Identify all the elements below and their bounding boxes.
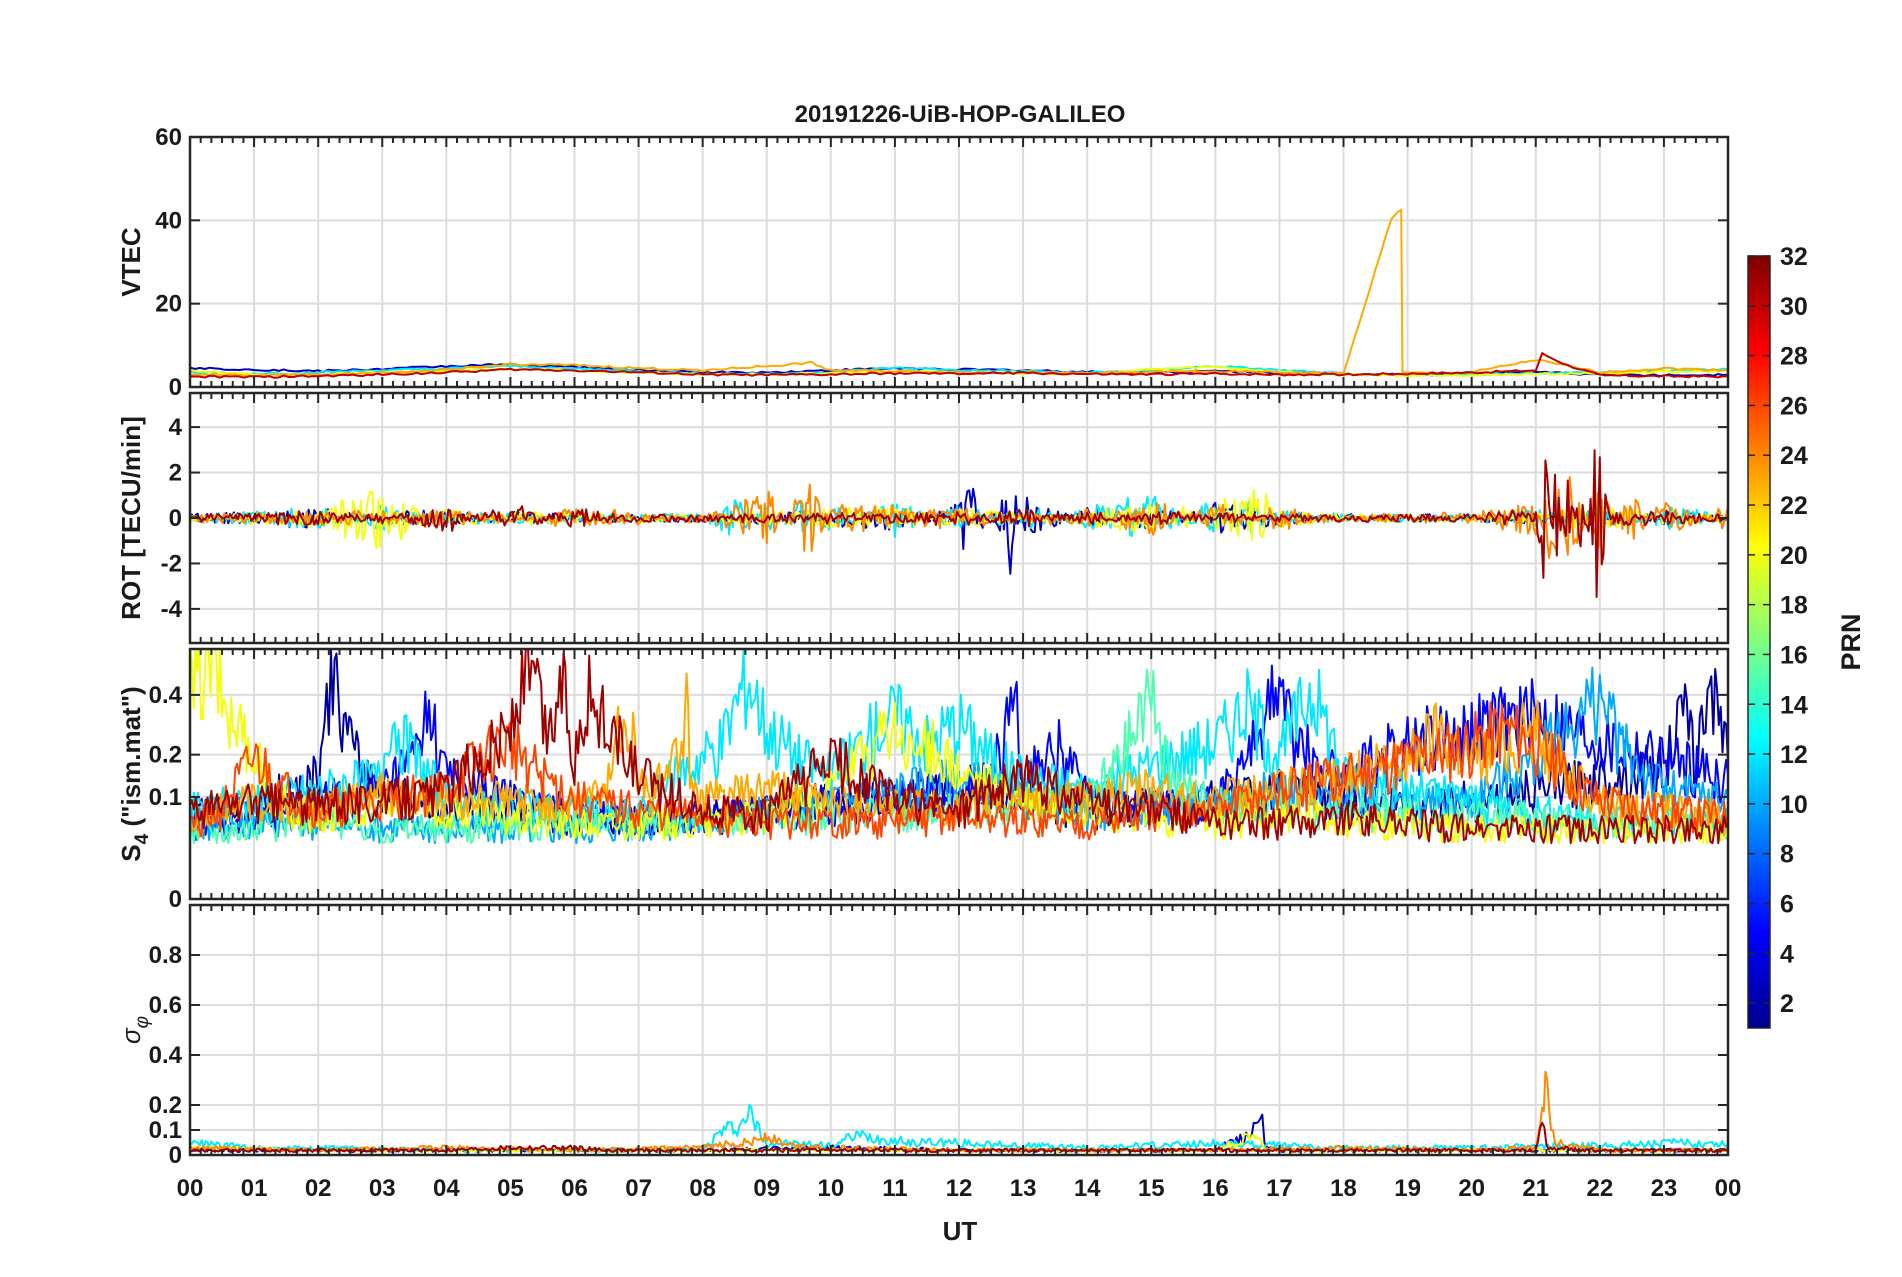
x-tick-label: 12	[946, 1175, 973, 1202]
x-tick-label: 00	[1715, 1175, 1742, 1202]
y-axis-label-vtec: VTEC	[116, 227, 146, 297]
series-group-rot	[190, 449, 1728, 598]
colorbar-tick-label: 4	[1780, 940, 1794, 968]
x-tick-label: 22	[1586, 1175, 1613, 1202]
panel-sigma_phi: 00.10.2 0.4 0.6 0.8 σφ	[116, 903, 1730, 1169]
y-tick-label: 0.4	[149, 682, 183, 709]
chart-title: 20191226-UiB-HOP-GALILEO	[795, 101, 1126, 128]
y-axis-label-rot: ROT [TECU/min]	[116, 416, 146, 620]
colorbar-tick-label: 30	[1780, 293, 1808, 321]
x-ticks-s4	[189, 649, 1729, 899]
colorbar-tick-label: 22	[1780, 492, 1808, 520]
x-tick-label: 23	[1651, 1175, 1678, 1202]
y-tick-label: 0.2	[149, 1092, 182, 1119]
y-axis-label-sigma_phi: σφ	[116, 1016, 153, 1044]
x-tick-label: 13	[1010, 1175, 1037, 1202]
x-ticks-vtec	[189, 137, 1729, 387]
y-tick-label: 0.4	[149, 1042, 183, 1069]
y-tick-label: 60	[155, 124, 182, 151]
x-tick-label: 18	[1330, 1175, 1357, 1202]
x-tick-label: 10	[817, 1175, 844, 1202]
colorbar-tick-label: 20	[1780, 542, 1808, 570]
x-tick-label: 15	[1138, 1175, 1165, 1202]
grid-vtec	[190, 137, 1728, 387]
series-line-prn-20	[190, 649, 1728, 845]
colorbar-tick-label: 26	[1780, 392, 1808, 420]
series-group-s4	[190, 649, 1728, 845]
colorbar-tick-label: 10	[1780, 791, 1808, 819]
x-axis-label: UT	[943, 1216, 978, 1246]
colorbar-tick-label: 28	[1780, 343, 1808, 371]
x-tick-label: 01	[241, 1175, 268, 1202]
y-tick-label: -2	[161, 550, 182, 577]
x-tick-label: 03	[369, 1175, 396, 1202]
x-tick-label: 09	[753, 1175, 780, 1202]
x-tick-label: 14	[1074, 1175, 1101, 1202]
panel-s4: 0 0.1 0.2 0.4S4 ("ism.mat")	[116, 647, 1730, 913]
y-tick-label: 0	[169, 374, 182, 401]
colorbar-tick-label: 24	[1780, 442, 1808, 470]
y-tick-label: 0.6	[149, 992, 182, 1019]
y-tick-label: 0	[169, 505, 182, 532]
colorbar-tick-label: 2	[1780, 990, 1794, 1018]
x-ticks-rot	[189, 393, 1729, 643]
colorbar-tick-label: 6	[1780, 890, 1794, 918]
x-tick-label: 06	[561, 1175, 588, 1202]
x-tick-label: 07	[625, 1175, 652, 1202]
colorbar-tick-label: 32	[1780, 243, 1808, 271]
colorbar-tick-label: 16	[1780, 641, 1808, 669]
series-line-prn-31	[190, 449, 1728, 598]
x-tick-label: 16	[1202, 1175, 1229, 1202]
x-tick-label: 21	[1522, 1175, 1549, 1202]
colorbar-tick-label: 12	[1780, 741, 1808, 769]
colorbar-tick-label: 8	[1780, 841, 1794, 869]
colorbar-tick-label: 18	[1780, 592, 1808, 620]
y-axis-label-s4: S4 ("ism.mat")	[116, 686, 153, 861]
x-tick-label: 00	[177, 1175, 204, 1202]
x-tick-label: 02	[305, 1175, 332, 1202]
series-group-vtec	[190, 208, 1728, 379]
x-tick-label: 11	[882, 1175, 907, 1202]
x-tick-label: 20	[1458, 1175, 1485, 1202]
grid-sigma_phi	[190, 905, 1728, 1155]
x-tick-labels: 00 01 02 03 04 05 06 07 08 09 10 11 12 13 14 15 16 17 18 19…	[177, 1175, 1742, 1202]
y-tick-label: 0.2	[149, 742, 182, 769]
y-tick-label: 20	[155, 291, 182, 318]
x-tick-label: 05	[497, 1175, 524, 1202]
y-tick-label: 2	[169, 460, 182, 487]
series-line-prn-20	[190, 489, 1728, 550]
y-tick-label: 4	[169, 414, 183, 441]
y-tick-label: 0.1	[149, 1117, 182, 1144]
y-tick-label: 0	[169, 1142, 182, 1169]
y-tick-label: 0.1	[149, 784, 182, 811]
y-tick-label: -4	[161, 596, 183, 623]
x-tick-label: 04	[433, 1175, 460, 1202]
y-tick-label: 0.8	[149, 942, 182, 969]
x-tick-label: 19	[1394, 1175, 1421, 1202]
panel-vtec: 0 20 40 60 VTEC	[116, 124, 1730, 401]
series-line-prn-31	[190, 649, 1728, 845]
y-tick-label: 40	[155, 207, 182, 234]
colorbar-gradient	[1747, 255, 1771, 1029]
series-line-prn-30	[190, 352, 1728, 379]
colorbar-tick-label: 14	[1780, 691, 1808, 719]
panel-rot: -4 -2 0 2 4 ROT [TECU/min]	[116, 391, 1730, 645]
x-ticks-sigma_phi	[189, 905, 1729, 1155]
x-tick-label: 17	[1266, 1175, 1293, 1202]
x-tick-label: 08	[689, 1175, 716, 1202]
colorbar-label: PRN	[1836, 613, 1866, 670]
y-tick-label: 0	[169, 886, 182, 913]
